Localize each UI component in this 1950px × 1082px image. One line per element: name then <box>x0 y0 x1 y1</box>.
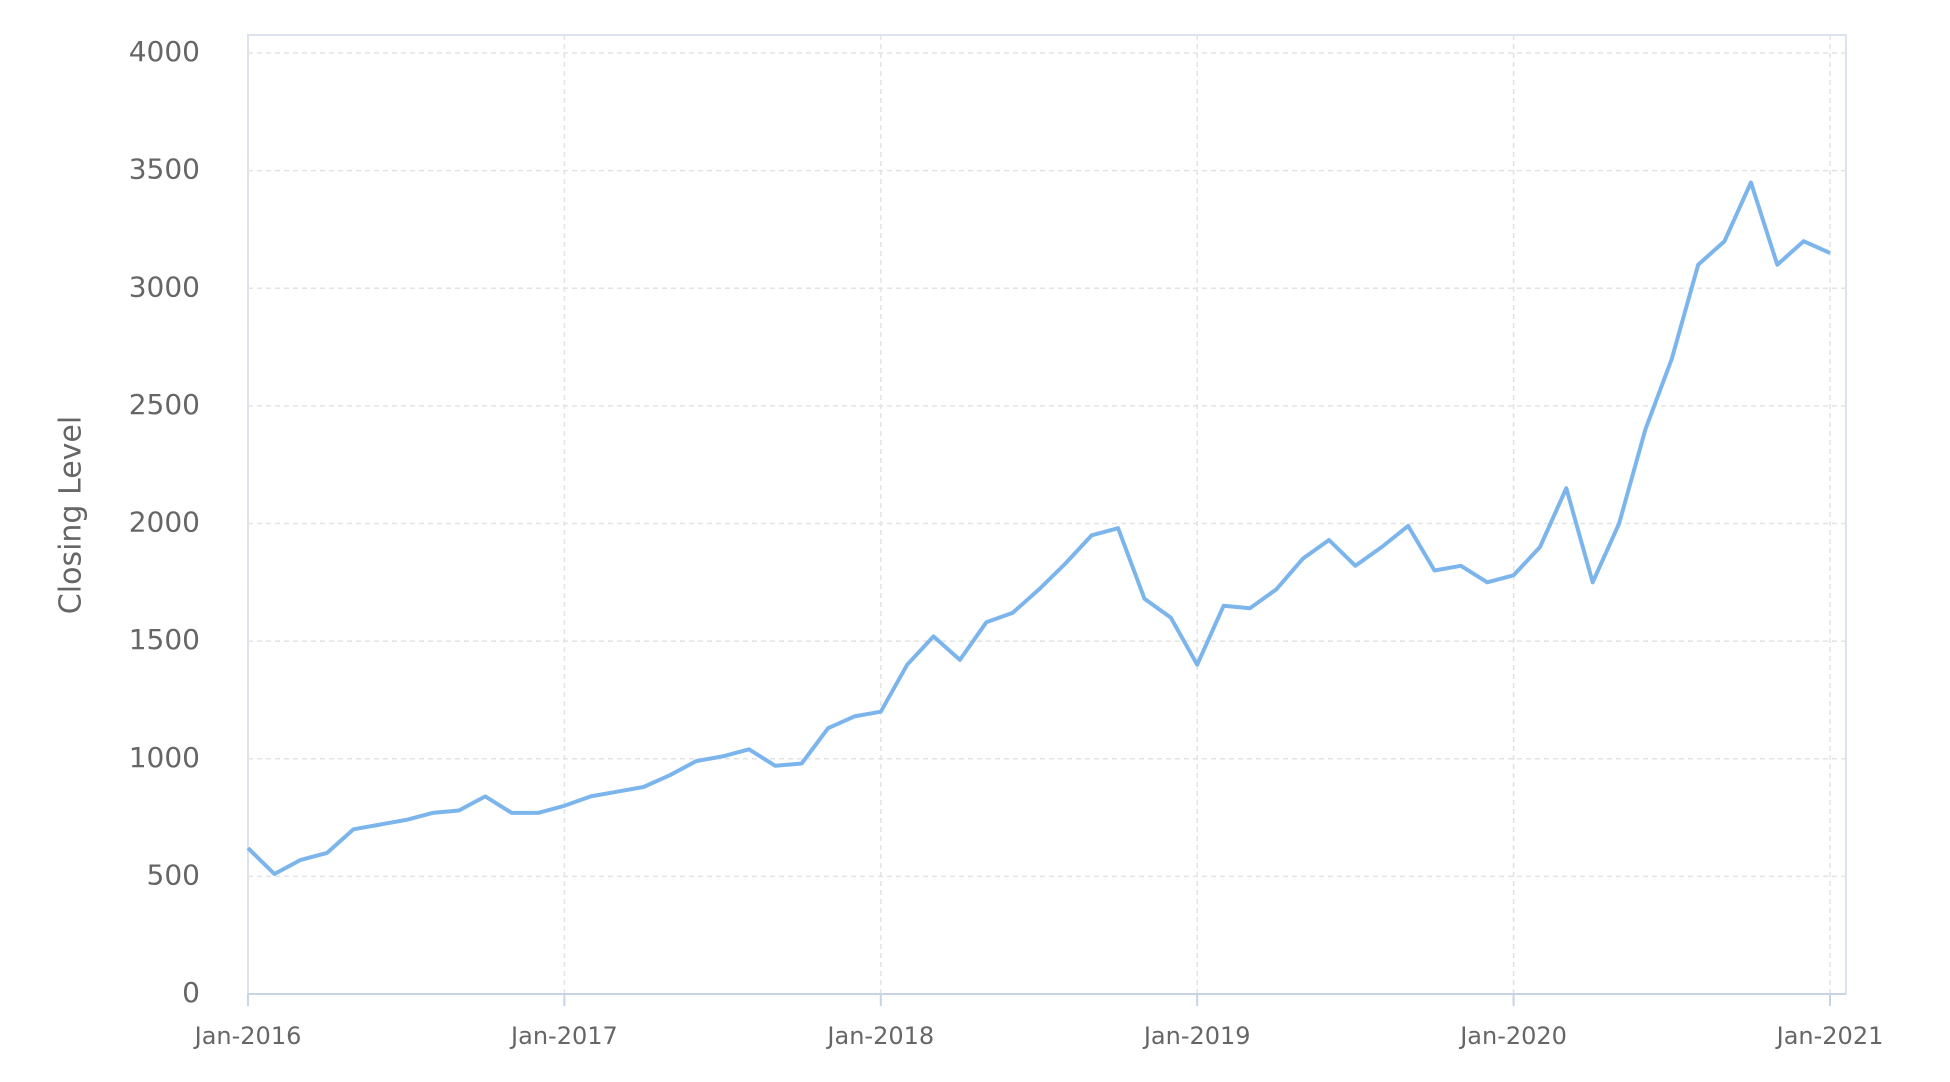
y-tick-label: 2500 <box>129 388 200 421</box>
x-tick-label: Jan-2018 <box>825 1022 934 1050</box>
y-tick-label: 3000 <box>129 270 200 303</box>
data-line <box>246 180 1831 876</box>
x-tick-label: Jan-2016 <box>193 1022 302 1050</box>
plot-frame <box>247 34 1847 995</box>
x-tick-label: Jan-2017 <box>509 1022 618 1050</box>
y-tick-label: 1000 <box>129 741 200 774</box>
y-tick-label: 500 <box>147 858 200 891</box>
y-tick-label: 2000 <box>129 506 200 539</box>
y-tick-label: 0 <box>182 976 200 1009</box>
y-tick-label: 4000 <box>129 35 200 68</box>
y-tick-label: 3500 <box>129 153 200 186</box>
y-tick-label: 1500 <box>129 623 200 656</box>
x-tick-label: Jan-2021 <box>1775 1022 1884 1050</box>
x-tick-label: Jan-2019 <box>1142 1022 1251 1050</box>
x-tick-label: Jan-2020 <box>1458 1022 1567 1050</box>
y-axis-title: Closing Level <box>54 416 89 614</box>
